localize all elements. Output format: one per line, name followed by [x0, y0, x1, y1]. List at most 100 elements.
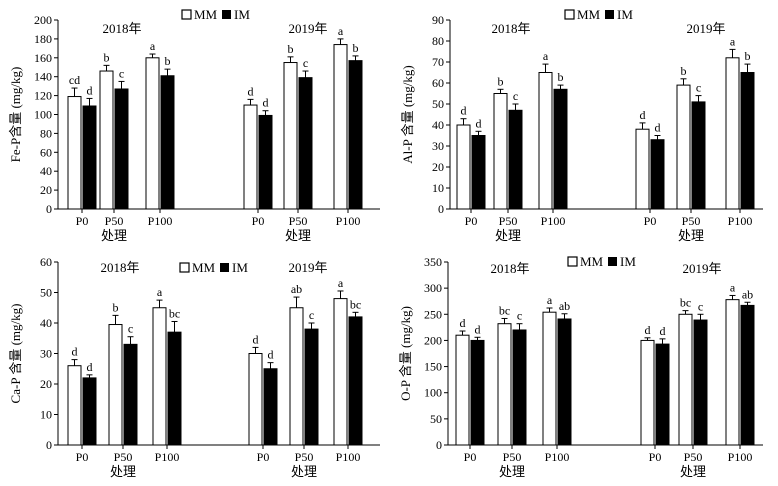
y-tick-label: 20	[432, 160, 444, 174]
y-tick-label: 0	[46, 202, 52, 216]
legend-swatch-im	[608, 257, 617, 266]
y-tick-label: 50	[432, 97, 444, 111]
significance-letter: a	[547, 293, 553, 307]
x-tick-label: P0	[252, 214, 265, 228]
significance-letter: d	[268, 348, 274, 362]
x-tick-label: P100	[336, 214, 361, 228]
bar-mm	[283, 62, 298, 210]
significance-letter: a	[338, 276, 344, 290]
significance-letter: d	[475, 322, 481, 336]
bar-im	[348, 316, 363, 446]
legend-swatch-mm	[181, 9, 192, 20]
significance-letter: d	[660, 324, 666, 338]
x-tick-label: P0	[76, 214, 89, 228]
y-tick-label: 40	[432, 118, 444, 132]
year-label: 2019年	[686, 21, 725, 36]
bar-im	[167, 331, 182, 446]
legend-label-mm: MM	[580, 254, 604, 269]
y-tick-label: 10	[40, 408, 52, 422]
x-tick-label: P100	[336, 450, 361, 464]
significance-letter: d	[248, 84, 254, 98]
bar-im	[348, 60, 363, 210]
y-tick-label: 100	[34, 108, 52, 122]
x-tick-label: P100	[545, 450, 570, 464]
bar-im	[160, 75, 175, 210]
significance-letter: d	[460, 316, 466, 330]
bar-mm	[640, 339, 655, 446]
significance-letter: b	[113, 300, 119, 314]
legend-label-mm: MM	[577, 7, 601, 22]
y-tick-label: 90	[432, 13, 444, 27]
x-axis-label: 处理	[680, 464, 706, 479]
bar-mm	[538, 72, 553, 210]
y-tick-label: 20	[40, 183, 52, 197]
bar-im	[82, 105, 97, 210]
bar-mm	[99, 70, 114, 210]
bar-mm	[725, 299, 740, 446]
x-tick-label: P0	[644, 214, 657, 228]
legend-label-im: IM	[620, 254, 636, 269]
bar-im	[740, 72, 755, 210]
significance-letter: ab	[742, 287, 753, 301]
y-tick-label: 70	[432, 55, 444, 69]
significance-letter: ab	[291, 282, 302, 296]
bar-mm	[725, 57, 740, 210]
x-tick-label: P0	[465, 214, 478, 228]
y-tick-label: 300	[424, 281, 442, 295]
year-label: 2019年	[682, 261, 721, 276]
chart-panel-2: 0 10 20 30 40 50 60 70 80 90 Al-P 含量 (mg/kg) MM IM 20…	[400, 7, 763, 243]
y-axis-label: Fe-P含量 (mg/kg)	[8, 67, 23, 163]
x-tick-label: P50	[499, 214, 518, 228]
bar-mm	[455, 334, 470, 446]
x-tick-label: P100	[148, 214, 173, 228]
y-tick-label: 140	[34, 70, 52, 84]
bar-mm	[67, 96, 82, 210]
x-axis-label: 处理	[499, 464, 525, 479]
y-axis-label: O-P 含量 (mg/kg)	[398, 306, 413, 401]
y-tick-label: 180	[34, 32, 52, 46]
y-tick-label: 60	[40, 145, 52, 159]
bar-mm	[67, 365, 82, 446]
significance-letter: b	[288, 42, 294, 56]
significance-letter: d	[263, 96, 269, 110]
bar-mm	[248, 353, 263, 446]
bar-mm	[243, 104, 258, 210]
significance-letter: d	[87, 360, 93, 374]
bar-mm	[289, 307, 304, 446]
significance-letter: d	[655, 121, 661, 135]
significance-letter: bc	[499, 303, 510, 317]
y-tick-label: 150	[424, 360, 442, 374]
significance-letter: a	[543, 49, 549, 63]
year-label: 2018年	[100, 260, 139, 275]
chart-panel-1: 0 20 40 60 80 100 120 140 160 180 200 Fe-P含量 (mg/kg…	[8, 7, 380, 243]
x-tick-label: P0	[464, 450, 477, 464]
x-tick-label: P0	[257, 450, 270, 464]
y-tick-label: 80	[432, 34, 444, 48]
year-label: 2019年	[288, 260, 327, 275]
chart-panel-3: 0 10 20 30 40 50 60 Ca-P 含量 (mg/kg) MM IM 2018年 P0 d…	[8, 255, 380, 479]
bar-im	[123, 343, 138, 446]
bar-im	[557, 318, 572, 446]
legend: MM IM	[181, 7, 250, 22]
bar-im	[508, 109, 523, 210]
bar-im	[471, 135, 486, 210]
significance-letter: bc	[350, 297, 361, 311]
x-axis-label: 处理	[285, 228, 311, 243]
x-tick-label: P50	[114, 450, 133, 464]
legend-label-im: IM	[234, 7, 250, 22]
legend-swatch-mm	[179, 262, 190, 273]
legend-label-mm: MM	[194, 7, 218, 22]
legend: MM IM	[564, 7, 633, 22]
y-tick-label: 60	[40, 255, 52, 269]
y-tick-label: 350	[424, 255, 442, 269]
x-axis-label: 处理	[678, 228, 704, 243]
bar-im	[512, 329, 527, 446]
bar-im	[298, 77, 313, 210]
significance-letter: b	[165, 54, 171, 68]
significance-letter: bc	[680, 296, 691, 310]
x-tick-label: P50	[684, 450, 703, 464]
y-tick-label: 30	[432, 139, 444, 153]
y-tick-label: 160	[34, 51, 52, 65]
x-tick-label: P50	[289, 214, 308, 228]
legend: MM IM	[179, 260, 248, 275]
